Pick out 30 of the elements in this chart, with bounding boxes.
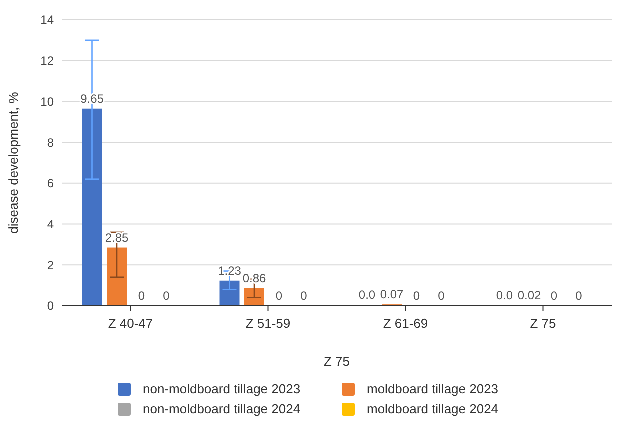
x-tick-label: Z 51-59 — [246, 316, 291, 331]
y-axis-title: disease development, % — [6, 92, 21, 234]
y-tick-label: 4 — [47, 217, 54, 232]
legend-label: moldboard tillage 2024 — [367, 402, 499, 417]
x-tick-label: Z 61-69 — [383, 316, 428, 331]
legend-label: non-moldboard tillage 2023 — [143, 382, 301, 397]
legend-label: moldboard tillage 2023 — [367, 382, 499, 397]
y-tick-label: 10 — [40, 94, 54, 109]
data-label: 0 — [413, 289, 420, 303]
y-tick-label: 12 — [40, 54, 54, 68]
y-tick-label: 14 — [40, 13, 54, 28]
x-tick-label: Z 75 — [530, 316, 556, 331]
data-label: 0 — [138, 289, 146, 303]
x-tick-label: Z 40-47 — [108, 316, 154, 331]
data-label: 0.02 — [518, 288, 542, 303]
data-label: 0 — [276, 289, 283, 303]
y-tick-label: 0 — [47, 299, 54, 314]
y-tick-label: 2 — [47, 258, 54, 272]
legend-label: non-moldboard tillage 2024 — [143, 402, 301, 417]
data-label: 0 — [163, 289, 170, 303]
data-label: 0.0 — [358, 288, 376, 302]
data-label: 0 — [300, 289, 308, 303]
y-tick-label: 6 — [47, 176, 54, 191]
data-label: 0.07 — [380, 288, 404, 302]
data-label: 0 — [550, 289, 558, 303]
x-axis-title: Z 75 — [324, 354, 350, 369]
data-label: 0 — [438, 289, 446, 303]
y-tick-label: 8 — [47, 136, 54, 150]
data-label: 0.0 — [496, 288, 514, 302]
data-label: 0 — [576, 289, 583, 303]
